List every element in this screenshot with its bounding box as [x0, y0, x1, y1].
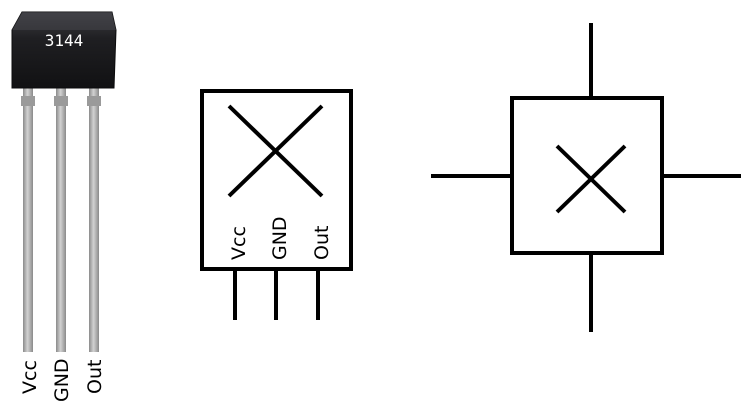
sensor-marking: 3144 [45, 31, 84, 50]
lead-out [89, 88, 99, 352]
photo-pin-label-vcc: Vcc [19, 360, 41, 394]
schematic-cross-line-2 [555, 144, 627, 214]
package-cross-line-2 [227, 104, 324, 198]
photo-pin-label-gnd: GND [51, 358, 73, 402]
lead-vcc [23, 88, 33, 352]
package-pin-label-gnd: GND [269, 216, 291, 260]
package-pin-label-out: Out [311, 226, 333, 260]
photo-pin-label-out: Out [84, 360, 106, 394]
sensor-photo: 3144 Vcc GND Out [11, 11, 117, 402]
schematic-symbol [431, 23, 741, 332]
package-symbol [200, 89, 353, 320]
package-pin-label-vcc: Vcc [228, 226, 250, 260]
sensor-leads [21, 88, 101, 352]
lead-gnd [56, 88, 66, 352]
